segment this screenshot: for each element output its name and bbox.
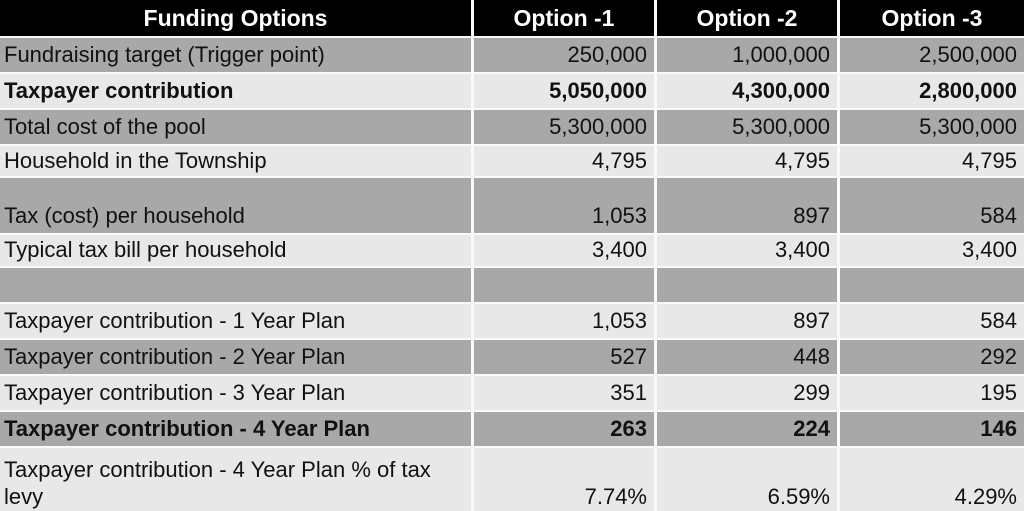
value-cell: 1,000,000 [657, 38, 840, 74]
row-label-cell: Taxpayer contribution - 3 Year Plan [0, 375, 474, 412]
table-row: Taxpayer contribution 5,050,000 4,300,000 2… [0, 74, 1024, 110]
value-cell: 4,795 [474, 146, 657, 178]
value-cell: 3,400 [474, 234, 657, 268]
table-row: Taxpayer contribution - 1 Year Plan 1,053… [0, 303, 1024, 340]
row-label-cell: Tax (cost) per household [0, 198, 474, 235]
value-cell: 6.59% [657, 447, 840, 511]
row-label-cell: Total cost of the pool [0, 110, 474, 146]
value-cell [474, 267, 657, 304]
value-cell: 527 [474, 339, 657, 376]
spacer-row [0, 267, 1024, 304]
value-cell: 4,300,000 [657, 74, 840, 110]
value-cell: 2,800,000 [840, 74, 1024, 110]
table-row: Taxpayer contribution - 4 Year Plan % of… [0, 447, 1024, 511]
spacer-row [0, 177, 1024, 199]
row-label-cell: Taxpayer contribution - 4 Year Plan % of… [0, 447, 474, 511]
value-cell [840, 267, 1024, 304]
value-cell: 1,053 [474, 198, 657, 235]
row-label-cell [0, 177, 474, 199]
table-row: Taxpayer contribution - 2 Year Plan 527 44… [0, 339, 1024, 376]
value-cell: 224 [657, 411, 840, 448]
value-cell: 5,300,000 [657, 110, 840, 146]
value-cell [474, 177, 657, 199]
table-row: Fundraising target (Trigger point) 250,00… [0, 38, 1024, 74]
row-label-cell: Taxpayer contribution - 2 Year Plan [0, 339, 474, 376]
value-cell: 584 [840, 198, 1024, 235]
row-label-cell: Taxpayer contribution - 1 Year Plan [0, 303, 474, 340]
row-label-cell: Taxpayer contribution [0, 74, 474, 110]
value-cell: 299 [657, 375, 840, 412]
value-cell: 7.74% [474, 447, 657, 511]
table-row: Household in the Township 4,795 4,795 4,795 [0, 146, 1024, 178]
value-cell: 2,500,000 [840, 38, 1024, 74]
value-cell [840, 177, 1024, 199]
header-row: Funding Options Option -1 Option -2 Opti… [0, 0, 1024, 38]
value-cell: 4,795 [657, 146, 840, 178]
row-label-cell: Typical tax bill per household [0, 234, 474, 268]
value-cell: 448 [657, 339, 840, 376]
table-row: Typical tax bill per household 3,400 3,400… [0, 234, 1024, 268]
value-cell: 263 [474, 411, 657, 448]
value-cell: 4,795 [840, 146, 1024, 178]
value-cell: 292 [840, 339, 1024, 376]
table-row: Taxpayer contribution - 3 Year Plan 351 29… [0, 375, 1024, 412]
table-body: Fundraising target (Trigger point) 250,00… [0, 38, 1024, 511]
table-row: Tax (cost) per household 1,053 897 584 [0, 198, 1024, 235]
row-label-cell: Household in the Township [0, 146, 474, 178]
table-row: Taxpayer contribution - 4 Year Plan 263 22… [0, 411, 1024, 448]
column-header-option-2: Option -2 [657, 0, 840, 38]
value-cell: 5,050,000 [474, 74, 657, 110]
row-label-cell: Taxpayer contribution - 4 Year Plan [0, 411, 474, 448]
value-cell: 897 [657, 198, 840, 235]
value-cell: 584 [840, 303, 1024, 340]
column-header-option-3: Option -3 [840, 0, 1024, 38]
table-title: Funding Options [0, 0, 474, 38]
value-cell: 146 [840, 411, 1024, 448]
column-header-option-1: Option -1 [474, 0, 657, 38]
table-row: Total cost of the pool 5,300,000 5,300,000… [0, 110, 1024, 146]
value-cell: 250,000 [474, 38, 657, 74]
value-cell: 195 [840, 375, 1024, 412]
value-cell: 3,400 [840, 234, 1024, 268]
value-cell: 4.29% [840, 447, 1024, 511]
value-cell: 3,400 [657, 234, 840, 268]
value-cell: 1,053 [474, 303, 657, 340]
value-cell: 5,300,000 [840, 110, 1024, 146]
value-cell: 897 [657, 303, 840, 340]
row-label-cell: Fundraising target (Trigger point) [0, 38, 474, 74]
row-label-cell [0, 267, 474, 304]
value-cell: 5,300,000 [474, 110, 657, 146]
value-cell [657, 267, 840, 304]
value-cell [657, 177, 840, 199]
value-cell: 351 [474, 375, 657, 412]
